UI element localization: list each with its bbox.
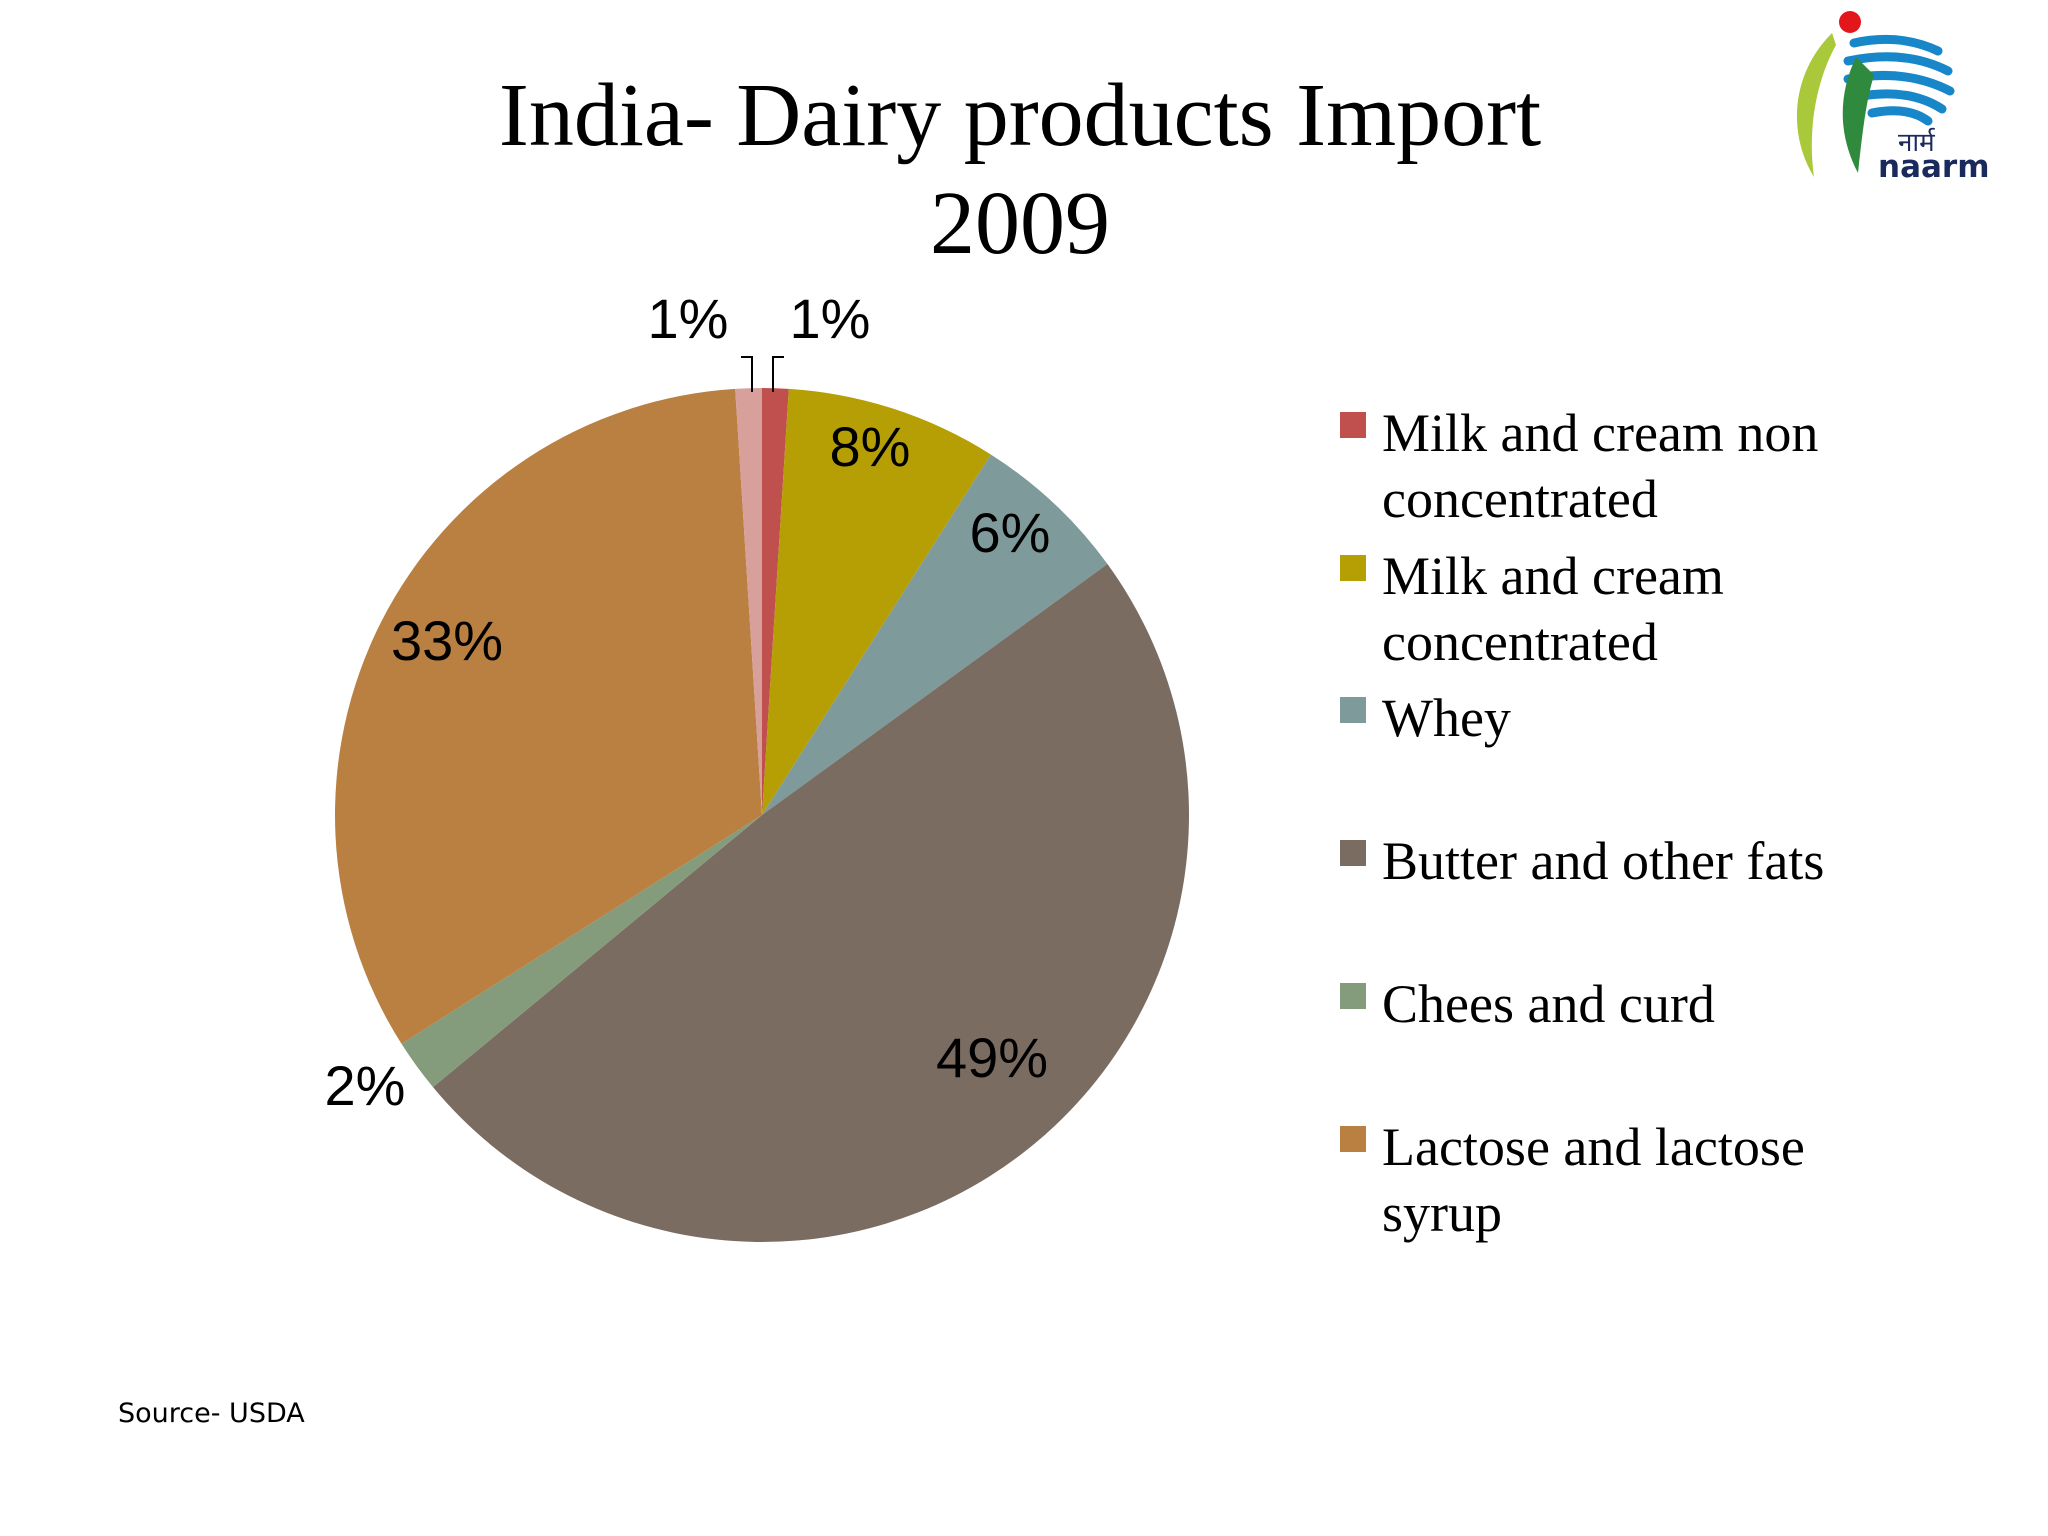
pie-slice-milk-and-cream-non-concentrated: [762, 388, 789, 815]
pie-slice-whey: [762, 454, 1108, 815]
chart-title: India- Dairy products Import 2009: [400, 62, 1640, 278]
legend-label-line: Chees and curd: [1382, 974, 1715, 1034]
legend-label: Milk and cream concentrated: [1382, 543, 1982, 675]
source-note: Source- USDA: [118, 1398, 305, 1429]
legend-swatch: [1340, 412, 1366, 438]
legend-swatch: [1340, 555, 1366, 581]
legend-label-line: Lactose and lactose: [1382, 1117, 1805, 1177]
data-label-milk-and-cream-non-concentrated: 1%: [790, 287, 871, 350]
data-label-unlabeled: 1%: [648, 287, 729, 350]
pie-slice-butter-and-other-fats: [432, 564, 1190, 1243]
data-labels: 1% 8% 6% 49% 2% 33% 1%: [325, 287, 1051, 1117]
pie-slice-chees-and-curd: [401, 815, 762, 1088]
pie-slice-lactose-and-lactose-syrup: [335, 388, 762, 1044]
chart-title-line-2: 2009: [930, 174, 1110, 273]
pie-slice-milk-and-cream-concentrated: [762, 388, 991, 815]
legend-label-line: concentrated: [1382, 612, 1658, 672]
chart-title-line-1: India- Dairy products Import: [498, 66, 1542, 165]
pie-slices: [335, 388, 1190, 1243]
legend-swatch: [1340, 1126, 1366, 1152]
data-label-milk-and-cream-concentrated: 8%: [830, 415, 911, 478]
naarm-logo: नार्म naarm: [1796, 11, 1990, 185]
leader-line-milk-and-cream-non-concentrated: [772, 356, 784, 392]
legend-label-line: Whey: [1382, 688, 1511, 748]
legend-label-line: Milk and cream: [1382, 546, 1724, 606]
legend-label: Chees and curd: [1382, 971, 1982, 1037]
legend-swatch: [1340, 983, 1366, 1009]
legend-swatch: [1340, 697, 1366, 723]
legend-label: Milk and cream non concentrated: [1382, 400, 1982, 532]
leader-lines: [741, 356, 784, 392]
legend-swatch: [1340, 840, 1366, 866]
data-label-chees-and-curd: 2%: [325, 1054, 406, 1117]
legend-label: Whey: [1382, 685, 1982, 751]
logo-text: naarm: [1878, 149, 1990, 185]
data-label-butter-and-other-fats: 49%: [936, 1026, 1048, 1089]
legend-label-line: concentrated: [1382, 469, 1658, 529]
legend-label-line: syrup: [1382, 1183, 1502, 1243]
pie-slice-unlabeled: [735, 388, 762, 815]
data-label-lactose-and-lactose-syrup: 33%: [391, 609, 503, 672]
legend-label-line: Butter and other fats: [1382, 831, 1825, 891]
data-label-whey: 6%: [970, 501, 1051, 564]
logo-script-text: नार्म: [1898, 127, 1936, 158]
legend-label-line: Milk and cream non: [1382, 403, 1819, 463]
legend-label: Lactose and lactose syrup: [1382, 1114, 1982, 1246]
legend-label: Butter and other fats: [1382, 828, 1982, 894]
leader-line-unlabeled: [741, 356, 753, 392]
